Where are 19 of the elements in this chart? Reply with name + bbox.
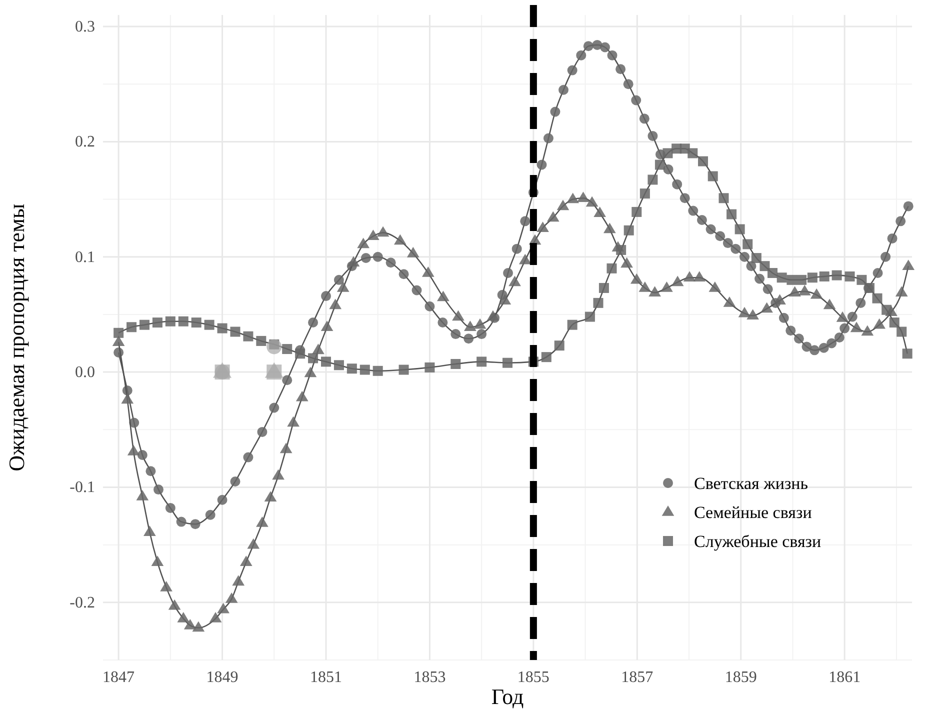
x-tick-label: 1855 [517, 669, 550, 686]
y-tick-label: -0.1 [70, 479, 95, 496]
x-tick-label: 1849 [206, 669, 238, 686]
x-tick-label: 1859 [724, 669, 757, 686]
legend-label: Служебные связи [694, 532, 822, 551]
y-tick-label: 0.2 [75, 134, 95, 151]
x-tick-label: 1847 [102, 669, 135, 686]
x-axis-title: Год [491, 684, 524, 709]
legend-label: Семейные связи [694, 503, 812, 522]
y-tick-label: 0.0 [75, 364, 95, 382]
x-tick-label: 1851 [310, 669, 342, 686]
x-tick-label: 1857 [621, 669, 654, 686]
y-tick-label: 0.3 [75, 18, 95, 36]
y-axis-title: Ожидаемая пропорция темы [4, 204, 29, 472]
x-tick-label: 1861 [828, 669, 861, 686]
x-tick-label: 1853 [414, 669, 446, 686]
y-tick-label: -0.2 [70, 594, 95, 612]
y-tick-label: 0.1 [75, 248, 95, 266]
legend-label: Светская жизнь [694, 474, 808, 493]
